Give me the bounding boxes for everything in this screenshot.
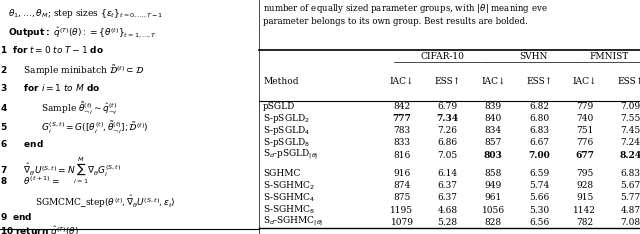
- Text: S$_d$-SGHMC$_{|\theta|}$: S$_d$-SGHMC$_{|\theta|}$: [263, 215, 323, 229]
- Text: IAC↓: IAC↓: [390, 77, 414, 86]
- Text: 5.30: 5.30: [529, 205, 549, 215]
- Text: $\mathbf{Output:}\ \hat{q}^{(T)}(\theta):=\{\theta^{(t)}\}_{t=1,\ldots,T}$: $\mathbf{Output:}\ \hat{q}^{(T)}(\theta)…: [8, 26, 157, 40]
- Text: 740: 740: [576, 114, 593, 123]
- Text: 6.37: 6.37: [438, 194, 458, 202]
- Text: Method: Method: [263, 77, 298, 86]
- Text: 1056: 1056: [482, 205, 505, 215]
- Text: 840: 840: [484, 114, 502, 123]
- Text: 949: 949: [484, 181, 502, 190]
- Text: S-pSGLD$_4$: S-pSGLD$_4$: [263, 124, 310, 137]
- Text: 795: 795: [576, 169, 593, 178]
- Text: 7.34: 7.34: [436, 114, 459, 123]
- Text: 777: 777: [392, 114, 412, 123]
- Text: 4.87: 4.87: [620, 205, 640, 215]
- Text: CIFAR-10: CIFAR-10: [420, 52, 464, 61]
- Text: 6.37: 6.37: [438, 181, 458, 190]
- Text: S-SGHMC$_2$: S-SGHMC$_2$: [263, 179, 315, 192]
- Text: 7.55: 7.55: [620, 114, 640, 123]
- Text: $\mathbf{1}\ \ \mathbf{for}\ t=0\ \mathit{to}\ T-1\ \mathbf{do}$: $\mathbf{1}\ \ \mathbf{for}\ t=0\ \mathi…: [0, 44, 104, 55]
- Text: 7.00: 7.00: [528, 150, 550, 160]
- Text: S-SGHMC$_4$: S-SGHMC$_4$: [263, 192, 316, 204]
- Text: $\mathbf{6}\ \ \ \ \ \ \mathbf{end}$: $\mathbf{6}\ \ \ \ \ \ \mathbf{end}$: [0, 138, 44, 149]
- Text: 751: 751: [576, 126, 593, 135]
- Text: 1142: 1142: [573, 205, 596, 215]
- Text: 6.86: 6.86: [438, 139, 458, 147]
- Text: $\mathbf{9}\ \ \mathbf{end}$: $\mathbf{9}\ \ \mathbf{end}$: [0, 211, 32, 222]
- Text: 6.59: 6.59: [529, 169, 549, 178]
- Text: 779: 779: [576, 102, 593, 111]
- Text: 7.26: 7.26: [438, 126, 458, 135]
- Text: 5.66: 5.66: [529, 194, 549, 202]
- Text: 961: 961: [484, 194, 502, 202]
- Text: IAC↓: IAC↓: [481, 77, 506, 86]
- Text: 834: 834: [485, 126, 502, 135]
- Text: 6.79: 6.79: [438, 102, 458, 111]
- Text: 6.56: 6.56: [529, 218, 549, 227]
- Text: 6.80: 6.80: [529, 114, 549, 123]
- Text: 916: 916: [394, 169, 411, 178]
- Text: 7.09: 7.09: [620, 102, 640, 111]
- Text: 842: 842: [394, 102, 411, 111]
- Text: $\mathbf{8}\ \ \ \ \ \ \theta^{(t+1)}=$: $\mathbf{8}\ \ \ \ \ \ \theta^{(t+1)}=$: [0, 174, 60, 187]
- Text: 828: 828: [485, 218, 502, 227]
- Text: 5.67: 5.67: [620, 181, 640, 190]
- Text: number of equally sized parameter groups, with $|\theta|$ meaning eve
parameter : number of equally sized parameter groups…: [263, 2, 548, 26]
- Text: $\mathbf{4}\ \ \ \ \ \ \ \ \ \ \ \ $Sample $\tilde{\theta}^{(t)}_{\neg i}\sim\ha: $\mathbf{4}\ \ \ \ \ \ \ \ \ \ \ \ $Samp…: [0, 101, 117, 117]
- Text: 839: 839: [485, 102, 502, 111]
- Text: 5.28: 5.28: [438, 218, 458, 227]
- Text: 875: 875: [394, 194, 411, 202]
- Text: $\mathbf{7}\ \ \ \ \ \ \hat{\nabla}_\theta U^{(S,t)}=N\sum_{i=1}^{M}\nabla_\thet: $\mathbf{7}\ \ \ \ \ \ \hat{\nabla}_\the…: [0, 156, 122, 186]
- Text: IAC↓: IAC↓: [573, 77, 597, 86]
- Text: 7.08: 7.08: [620, 218, 640, 227]
- Text: 928: 928: [576, 181, 593, 190]
- Text: S-pSGLD$_8$: S-pSGLD$_8$: [263, 136, 310, 150]
- Text: 6.83: 6.83: [529, 126, 549, 135]
- Text: ESS↑: ESS↑: [618, 77, 640, 86]
- Text: $\theta_1,\ldots,\theta_M$; step sizes $\{\epsilon_t\}_{t=0,\ldots,T-1}$: $\theta_1,\ldots,\theta_M$; step sizes $…: [8, 7, 163, 20]
- Text: 776: 776: [576, 139, 593, 147]
- Text: 677: 677: [575, 150, 594, 160]
- Text: SVHN: SVHN: [519, 52, 548, 61]
- Text: $\ \ \ \ \ \ \ \ \ \ \ \ $SGMCMC$\_$step$(\theta^{(t)},\hat{\nabla}_\theta U^{(S: $\ \ \ \ \ \ \ \ \ \ \ \ $SGMCMC$\_$step…: [0, 193, 176, 210]
- Text: 833: 833: [394, 139, 410, 147]
- Text: 874: 874: [394, 181, 411, 190]
- Text: FMNIST: FMNIST: [589, 52, 628, 61]
- Text: 5.74: 5.74: [529, 181, 549, 190]
- Text: 915: 915: [576, 194, 593, 202]
- Text: 7.45: 7.45: [620, 126, 640, 135]
- Text: $\mathbf{10}\ \mathbf{return}\ \hat{q}^{(T)}(\theta)$: $\mathbf{10}\ \mathbf{return}\ \hat{q}^{…: [0, 225, 79, 234]
- Text: 1079: 1079: [390, 218, 413, 227]
- Text: 816: 816: [394, 150, 411, 160]
- Text: 7.05: 7.05: [438, 150, 458, 160]
- Text: 783: 783: [394, 126, 411, 135]
- Text: S-SGHMC$_8$: S-SGHMC$_8$: [263, 204, 315, 216]
- Text: 6.67: 6.67: [529, 139, 549, 147]
- Text: 7.24: 7.24: [621, 139, 640, 147]
- Text: 5.77: 5.77: [620, 194, 640, 202]
- Text: 4.68: 4.68: [438, 205, 458, 215]
- Text: 8.24: 8.24: [620, 150, 640, 160]
- Text: 6.14: 6.14: [438, 169, 458, 178]
- Text: ESS↑: ESS↑: [435, 77, 461, 86]
- Text: $\mathbf{2}\ \ \ \ \ \ $Sample minibatch $\tilde{\mathcal{D}}^{(t)}\subset\mathc: $\mathbf{2}\ \ \ \ \ \ $Sample minibatch…: [0, 63, 144, 78]
- Text: 1195: 1195: [390, 205, 413, 215]
- Text: 857: 857: [484, 139, 502, 147]
- Text: 782: 782: [576, 218, 593, 227]
- Text: 858: 858: [484, 169, 502, 178]
- Text: S-pSGLD$_2$: S-pSGLD$_2$: [263, 112, 310, 125]
- Text: $\mathbf{3}\ \ \ \ \ \ \mathbf{for}\ i=1\ \mathit{to}\ M\ \mathbf{do}$: $\mathbf{3}\ \ \ \ \ \ \mathbf{for}\ i=1…: [0, 82, 100, 93]
- Text: S$_d$-pSGLD$_{|\theta|}$: S$_d$-pSGLD$_{|\theta|}$: [263, 148, 318, 162]
- Text: $\mathbf{5}\ \ \ \ \ \ \ \ \ \ \ \ G^{(S,t)}_i=G([\theta^{(t)}_i,\tilde{\theta}^: $\mathbf{5}\ \ \ \ \ \ \ \ \ \ \ \ G^{(S…: [0, 119, 148, 136]
- Text: 6.82: 6.82: [529, 102, 549, 111]
- Text: 6.83: 6.83: [621, 169, 640, 178]
- Text: SGHMC: SGHMC: [263, 169, 300, 178]
- Text: ESS↑: ESS↑: [526, 77, 552, 86]
- Text: pSGLD: pSGLD: [263, 102, 296, 111]
- Text: 803: 803: [484, 150, 503, 160]
